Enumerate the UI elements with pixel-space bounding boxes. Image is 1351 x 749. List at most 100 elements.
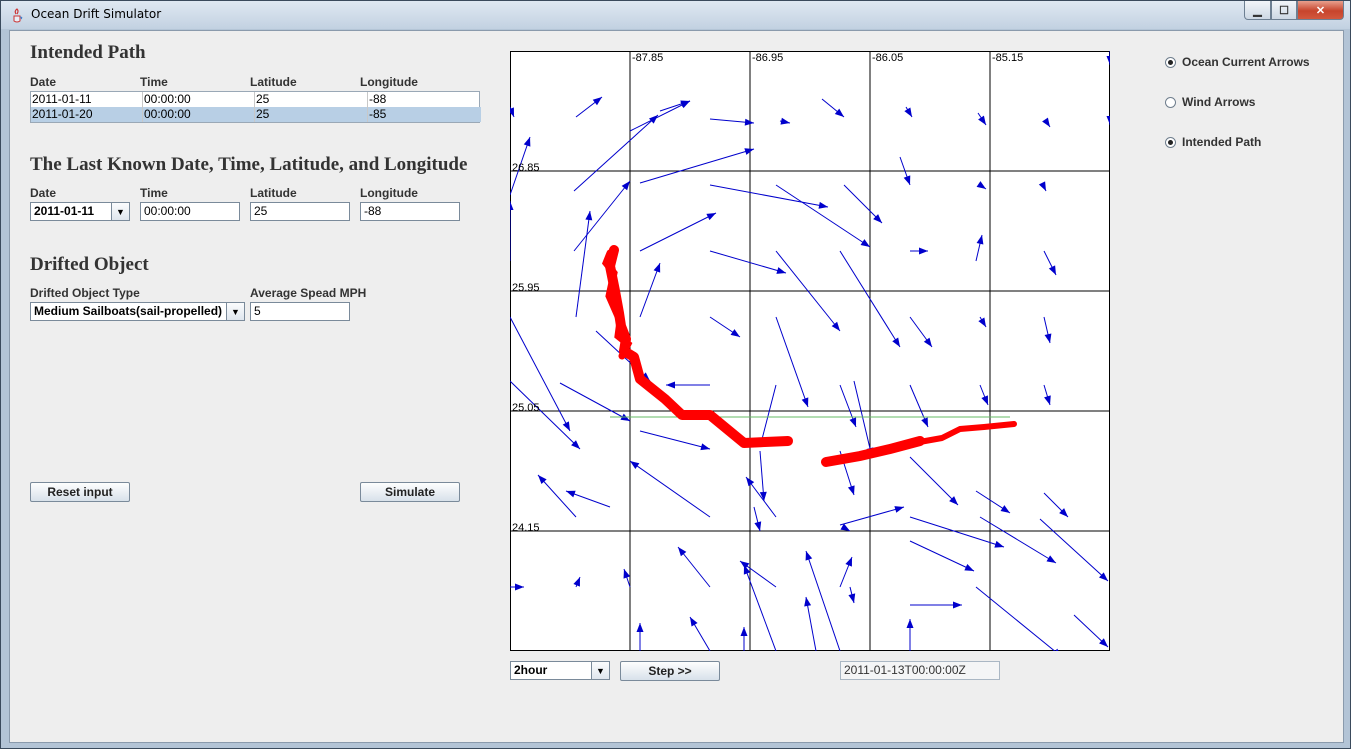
current-arrow (977, 112, 987, 126)
current-arrow (1043, 492, 1069, 518)
column-header-longitude: Longitude (360, 75, 418, 89)
current-arrow (1038, 181, 1047, 192)
lon-tick-label: -86.05 (872, 52, 903, 64)
current-arrow (839, 250, 901, 348)
current-arrow (910, 601, 962, 609)
lat-tick-label: 24.15 (512, 522, 540, 534)
longitude-field[interactable]: -88 (360, 202, 460, 221)
current-arrow (745, 476, 777, 518)
table-row-selected[interactable]: 2011-01-20 00:00:00 25 -85 (31, 107, 481, 122)
current-arrow (1039, 518, 1109, 582)
latitude-label: Latitude (250, 186, 297, 200)
current-arrow (1106, 116, 1110, 125)
current-arrow (510, 316, 571, 432)
intended-path-heading: Intended Path (30, 42, 146, 63)
chevron-down-icon[interactable]: ▼ (226, 303, 244, 320)
drifted-object-type-combobox[interactable]: Medium Sailboats(sail-propelled) ▼ (30, 302, 245, 321)
current-arrow (1106, 51, 1110, 65)
intended-path-toggle[interactable]: Intended Path (1165, 135, 1261, 149)
current-arrow (689, 616, 711, 651)
minimize-icon: ▁ (1253, 4, 1262, 17)
chevron-down-icon[interactable]: ▼ (591, 662, 609, 679)
current-arrow (639, 212, 717, 252)
minimize-button[interactable]: ▁ (1244, 1, 1271, 20)
lon-tick-label: -86.95 (752, 52, 783, 64)
reset-input-button[interactable]: Reset input (30, 482, 130, 502)
table-cell: 2011-01-20 (31, 107, 143, 122)
close-button[interactable]: ✕ (1297, 1, 1344, 20)
current-arrow (975, 234, 984, 262)
current-arrow (775, 184, 871, 248)
column-header-date: Date (30, 75, 57, 89)
current-arrow (804, 596, 817, 651)
wind-arrows-toggle[interactable]: Wind Arrows (1165, 95, 1255, 109)
current-arrow (709, 316, 741, 338)
current-arrow (573, 180, 631, 252)
current-arrow (659, 100, 691, 112)
current-arrow (1073, 614, 1109, 648)
drift-map-canvas[interactable]: -87.85 -86.95 -86.05 -85.15 26.85 25.95 … (510, 51, 1110, 651)
current-arrow (821, 98, 845, 118)
current-arrow (740, 627, 748, 651)
current-arrow (639, 148, 755, 184)
current-arrow (1043, 384, 1051, 406)
current-arrow (573, 114, 659, 192)
current-arrow (976, 181, 987, 190)
latitude-tick-labels: 26.85 25.95 25.05 24.15 (512, 162, 540, 534)
column-header-latitude: Latitude (250, 75, 297, 89)
drifted-object-heading: Drifted Object (30, 254, 149, 275)
current-arrow (709, 250, 787, 274)
step-button[interactable]: Step >> (620, 661, 720, 681)
current-arrow (839, 506, 905, 526)
current-arrow (677, 546, 711, 588)
current-arrow (629, 460, 711, 518)
chevron-down-icon[interactable]: ▼ (111, 203, 129, 220)
intended-path-table-header: Date Time Latitude Longitude (30, 75, 480, 91)
current-arrow (975, 586, 1059, 651)
ocean-current-arrows (510, 51, 1110, 651)
table-cell: 2011-01-11 (31, 92, 143, 107)
maximize-button[interactable]: ☐ (1271, 1, 1297, 20)
drift-trajectory (601, 245, 1017, 467)
timestamp-field: 2011-01-13T00:00:00Z (840, 661, 1000, 680)
current-arrow (899, 156, 911, 186)
current-arrow (639, 262, 661, 318)
main-panel: Intended Path Date Time Latitude Longitu… (9, 30, 1344, 743)
date-combobox-value: 2011-01-11 (34, 204, 95, 218)
current-arrow (575, 96, 603, 118)
current-arrow (975, 490, 1011, 514)
table-row[interactable]: 2011-01-11 00:00:00 25 -88 (31, 92, 481, 107)
table-cell: -85 (369, 107, 387, 121)
current-arrow (743, 564, 777, 651)
average-speed-label: Average Spead MPH (250, 286, 367, 300)
lon-tick-label: -85.15 (992, 52, 1023, 64)
time-label: Time (140, 186, 168, 200)
current-arrow (510, 380, 581, 450)
lat-tick-label: 25.05 (512, 402, 540, 414)
ocean-current-arrows-toggle[interactable]: Ocean Current Arrows (1165, 55, 1310, 69)
map-background (510, 51, 1110, 651)
current-arrow (910, 247, 928, 255)
current-arrow (666, 381, 710, 389)
average-speed-field[interactable]: 5 (250, 302, 350, 321)
current-arrow (848, 586, 856, 604)
simulate-button[interactable]: Simulate (360, 482, 460, 502)
current-arrow (909, 540, 975, 572)
date-combobox[interactable]: 2011-01-11 ▼ (30, 202, 130, 221)
latitude-field[interactable]: 25 (250, 202, 350, 221)
intended-path-table[interactable]: 2011-01-11 00:00:00 25 -88 2011-01-20 00… (30, 91, 481, 123)
step-interval-value: 2hour (514, 663, 548, 677)
table-cell: 25 (255, 107, 368, 122)
radio-checked-icon (1165, 56, 1176, 68)
current-arrow (909, 456, 959, 506)
current-arrow (979, 516, 1057, 564)
table-cell: 00:00:00 (143, 92, 255, 107)
maximize-icon: ☐ (1279, 4, 1289, 17)
current-arrow (573, 576, 581, 588)
drifted-object-type-label: Drifted Object Type (30, 286, 140, 300)
step-interval-combobox[interactable]: 2hour ▼ (510, 661, 610, 680)
time-field[interactable]: 00:00:00 (140, 202, 240, 221)
current-arrow (909, 516, 1005, 548)
current-arrow (839, 556, 853, 588)
